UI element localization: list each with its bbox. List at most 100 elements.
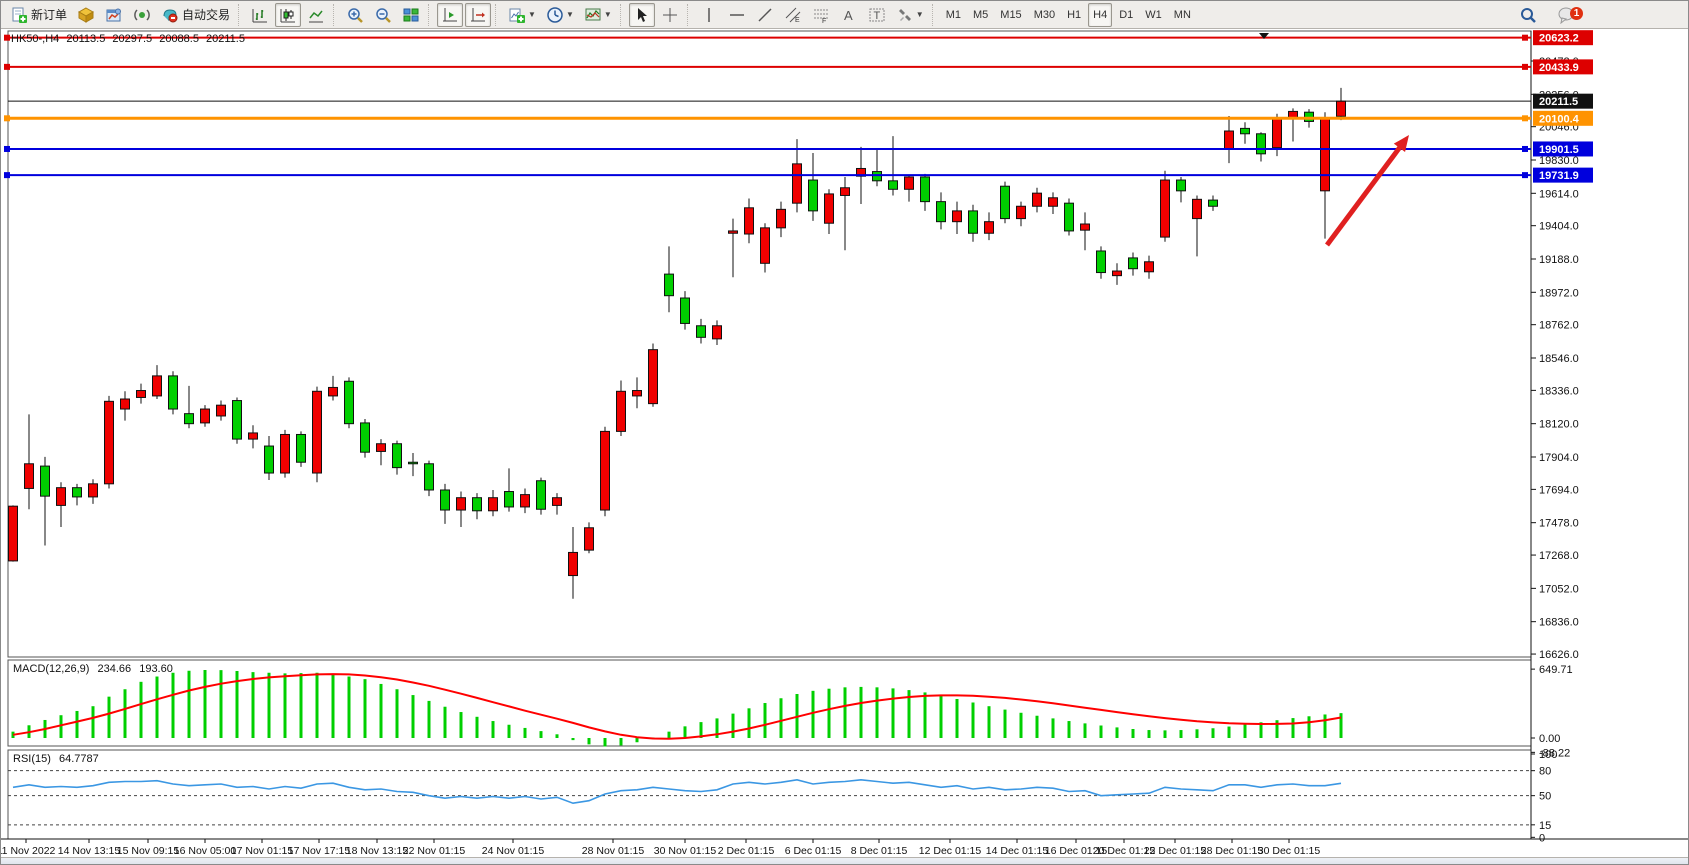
line-handle[interactable] [1522,115,1528,122]
candle-body [216,404,226,417]
line-handle[interactable] [1522,63,1528,70]
cursor-tool-button[interactable] [628,2,655,27]
macd-main-value: 234.66 [97,663,132,675]
time-tick-label: 24 Nov 01:15 [482,845,545,857]
trendline-tool-button[interactable] [752,3,778,27]
time-tick-label: 30 Nov 01:15 [654,845,717,857]
tile-windows-button[interactable] [398,3,424,27]
line-handle[interactable] [1522,172,1528,179]
candle-body [360,422,370,453]
line-handle[interactable] [1522,145,1528,152]
chart-shift-marker[interactable] [1259,33,1269,39]
chart-type-group [246,1,330,29]
price-line-badge [1533,167,1593,183]
candle-body [312,390,322,474]
line-handle[interactable] [1522,34,1528,41]
candle-body [984,221,994,234]
candle-body [1336,100,1346,117]
time-tick-label: 6 Dec 01:15 [785,845,842,857]
time-tick-label: 16 Dec 01:15 [1045,845,1108,857]
timeframe-button-m30[interactable]: M30 [1033,8,1056,21]
auto-scroll-button[interactable] [437,2,464,27]
auto-trading-icon [161,6,179,24]
search-button[interactable] [1515,3,1541,27]
line-handle[interactable] [4,172,10,179]
price-tick-label: 18336.0 [1539,385,1579,397]
candlestick-chart-button[interactable] [275,2,302,27]
chart-shift-button[interactable] [465,2,492,27]
text-label-tool-button[interactable]: T [864,3,890,27]
candle-body [8,505,18,562]
signals-button[interactable] [129,3,155,27]
line-handle[interactable] [4,115,10,122]
line-handle[interactable] [4,34,10,41]
candle-body [184,413,194,425]
add-indicator-icon [508,6,526,24]
timeframe-button-w1[interactable]: W1 [1145,8,1162,21]
toolbox-button[interactable] [73,3,99,27]
candle-body [728,230,738,234]
charts-button[interactable] [101,3,127,27]
svg-text:E: E [795,17,800,24]
rsi-axis-label: 0 [1539,832,1545,844]
rsi-value: 64.7787 [58,753,99,765]
fibonacci-tool-button[interactable]: F [808,3,834,27]
candle-body [856,167,866,177]
price-line-badge [1533,110,1593,126]
clock-icon [546,6,564,24]
candle-body [120,398,130,410]
template-button[interactable]: ▼ [580,3,616,27]
arrows-tool-button[interactable]: ▼ [892,3,928,27]
template-icon [584,6,602,24]
crosshair-tool-button[interactable] [657,3,683,27]
price-line-badge [1533,59,1593,75]
trend-arrow-head[interactable] [1393,135,1409,153]
price-tick-label: 19404.0 [1539,221,1579,233]
vertical-line-tool-button[interactable] [696,3,722,27]
toolbar-separator [686,3,692,26]
candle-body [1288,110,1298,119]
horizontal-line-tool-button[interactable] [724,3,750,27]
price-line-badge [1533,30,1593,46]
line-handle[interactable] [4,145,10,152]
bar-chart-button[interactable] [247,3,273,27]
chart-area[interactable]: 20472.020256.020046.019830.019614.019404… [1,29,1688,857]
trend-arrow-line[interactable] [1324,139,1407,247]
time-tick-label: 12 Dec 01:15 [919,845,982,857]
timeframe-button-m1[interactable]: M1 [945,8,961,21]
line-chart-button[interactable] [303,3,329,27]
dropdown-caret-icon: ▼ [565,10,574,19]
timeframe-button-d1[interactable]: D1 [1119,8,1134,21]
timeframe-button-m15[interactable]: M15 [1000,8,1022,21]
timeframe-button-h4[interactable]: H4 [1088,2,1113,27]
price-panel [7,30,1532,658]
timeframe-button-m5[interactable]: M5 [973,8,989,21]
zoom-in-button[interactable] [342,3,368,27]
time-tick-label: 22 Nov 01:15 [403,845,466,857]
auto-trading-button[interactable]: 自动交易 [157,3,234,27]
crosshair-icon [661,6,679,24]
candle-body [744,207,754,235]
zoom-out-button[interactable] [370,3,396,27]
candle-body [1112,270,1122,277]
candle-body [248,432,258,440]
period-button[interactable]: ▼ [542,3,578,27]
time-tick-label: 28 Nov 01:15 [582,845,645,857]
line-handle[interactable] [4,63,10,70]
add-indicator-button[interactable]: ▼ [504,3,540,27]
channel-tool-button[interactable]: E [780,3,806,27]
vertical-line-icon [700,6,718,24]
timeframe-button-mn[interactable]: MN [1173,8,1191,21]
text-tool-button[interactable]: A [836,3,862,27]
price-chart-svg: 20472.020256.020046.019830.019614.019404… [1,29,1688,857]
candle-body [712,325,722,340]
svg-text:T: T [873,10,880,22]
candle-body [504,491,514,508]
bar-chart-icon [251,6,269,24]
toolbox-icon [77,6,95,24]
candle-body [328,386,338,397]
notifications-button[interactable]: 1 [1553,3,1583,27]
timeframe-button-h1[interactable]: H1 [1067,8,1082,21]
candle-body [952,210,962,223]
new-order-button[interactable]: 新订单 [6,3,71,27]
